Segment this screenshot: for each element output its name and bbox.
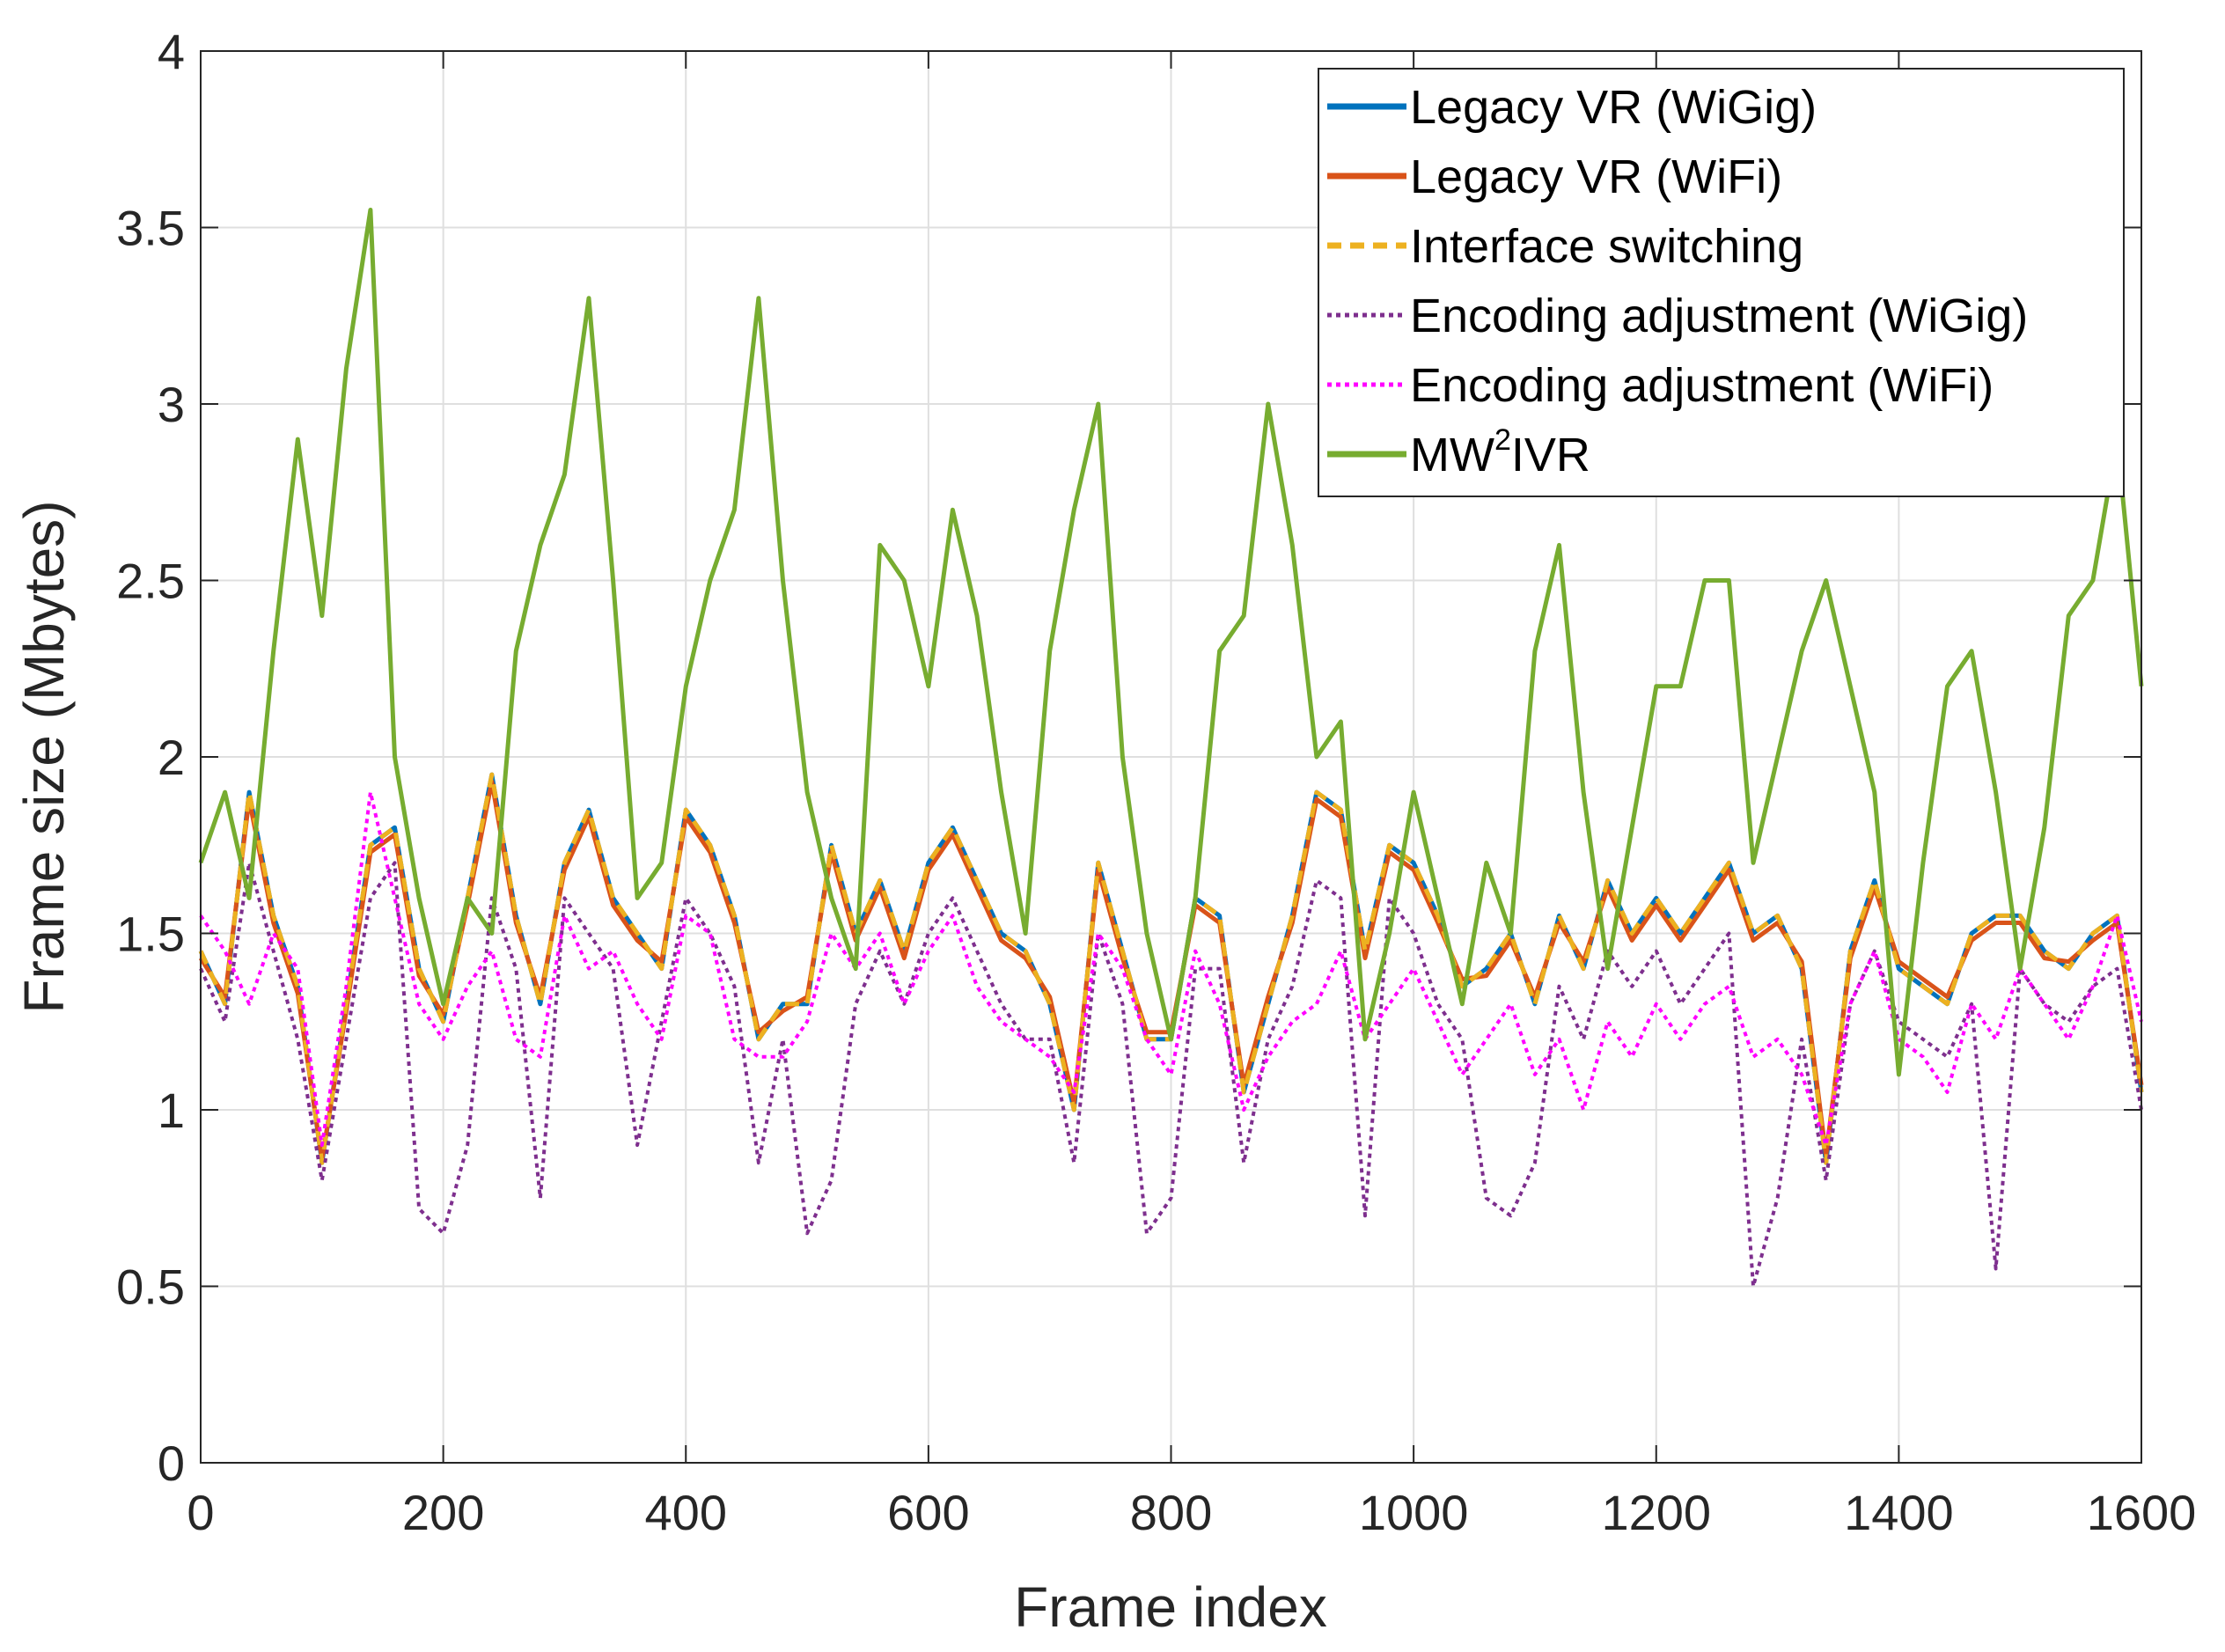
y-tick-label: 1.5 [116,907,185,962]
x-tick-label: 800 [1130,1485,1212,1540]
series-line-5 [198,208,2144,1077]
x-tick-label: 600 [887,1485,969,1540]
legend-label-mw2ivr-base: MW [1410,429,1494,481]
legend-label-legacy-wigig: Legacy VR (WiGig) [1410,81,1817,134]
legend: Legacy VR (WiGig) Legacy VR (WiFi) Inter… [1318,68,2125,497]
legend-label-encoding-wigig: Encoding adjustment (WiGig) [1410,290,2028,342]
y-tick-label: 0 [158,1435,185,1491]
series-group [198,208,2144,1289]
x-axis-label: Frame index [1014,1575,1327,1639]
y-tick-label: 3 [158,377,185,432]
x-tick-label: 400 [645,1485,727,1540]
x-tick-label: 1600 [2087,1485,2197,1540]
series-line-4 [199,790,2143,1148]
series-line-3 [199,861,2143,1289]
y-tick-label: 4 [158,24,185,79]
y-axis-ticks: 0 0.5 1 1.5 2 2.5 3 3.5 4 [116,24,2141,1491]
x-tick-label: 1200 [1601,1485,1711,1540]
legend-label-interface-switching: Interface switching [1410,220,1803,273]
legend-label-encoding-wifi: Encoding adjustment (WiFi) [1410,359,1994,412]
y-tick-label: 2.5 [116,554,185,609]
x-tick-label: 200 [402,1485,484,1540]
x-tick-label: 0 [187,1485,214,1540]
y-tick-label: 3.5 [116,201,185,256]
legend-box [1318,68,2125,497]
x-axis-ticks: 0 200 400 600 800 1000 1200 1400 1600 [187,51,2196,1540]
y-tick-label: 2 [158,730,185,785]
legend-label-mw2ivr: MW2IVR [1410,423,1590,481]
y-tick-label: 0.5 [116,1259,185,1315]
x-tick-label: 1400 [1844,1485,1954,1540]
legend-label-legacy-wifi: Legacy VR (WiFi) [1410,151,1782,203]
x-tick-label: 1000 [1359,1485,1469,1540]
legend-label-mw2ivr-suffix: IVR [1511,429,1590,481]
y-axis-label: Frame size (Mbytes) [12,500,76,1013]
y-tick-label: 1 [158,1083,185,1138]
legend-label-mw2ivr-sup: 2 [1494,423,1511,457]
